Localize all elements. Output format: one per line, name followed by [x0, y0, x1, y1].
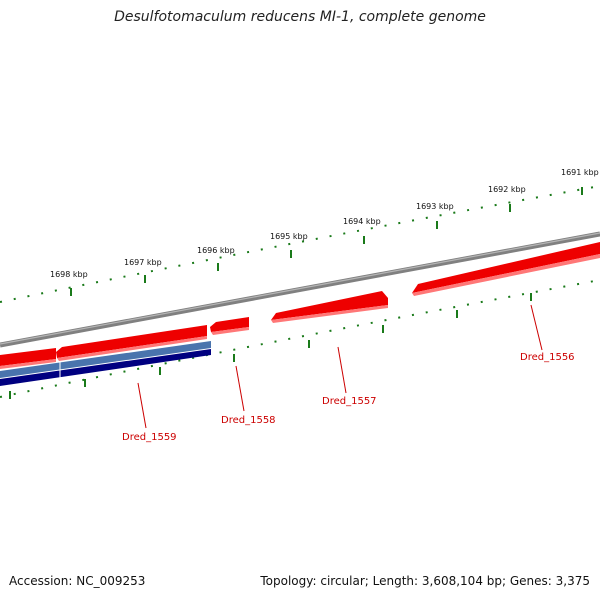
inner-tick-ring	[0, 279, 600, 398]
reverse-gene-band-dark	[0, 349, 211, 386]
forward-gene-dred-1557	[271, 291, 388, 323]
scale-label: 1698 kbp	[50, 270, 88, 279]
gene-label-dred-1559[interactable]: Dred_1559	[122, 432, 177, 443]
forward-gene-dred-1559	[56, 325, 207, 361]
reverse-gene-band-light	[0, 341, 211, 378]
forward-gene-dred-1558	[210, 317, 249, 335]
leader-line	[337, 346, 347, 394]
accession-label: Accession: NC_009253	[9, 574, 146, 588]
genome-summary: Topology: circular; Length: 3,608,104 bp…	[260, 574, 590, 588]
scale-label: 1696 kbp	[197, 246, 235, 255]
forward-gene-dred-1559-left	[0, 348, 56, 369]
leader-line	[235, 365, 245, 412]
scale-label: 1694 kbp	[343, 217, 381, 226]
leader-line	[137, 382, 147, 429]
scale-label: 1692 kbp	[488, 185, 526, 194]
map-title: Desulfotomaculum reducens MI-1, complete…	[114, 9, 486, 25]
scale-label: 1693 kbp	[416, 202, 454, 211]
genome-backbone	[0, 231, 600, 348]
outer-tick-ring	[0, 185, 600, 303]
scale-label: 1697 kbp	[124, 258, 162, 267]
scale-label: 1691 kbp	[561, 168, 599, 177]
backbone-highlight	[0, 232, 600, 345]
scale-label: 1695 kbp	[270, 232, 308, 241]
gene-label-dred-1558[interactable]: Dred_1558	[221, 415, 276, 426]
gene-label-dred-1556[interactable]: Dred_1556	[520, 352, 575, 363]
gene-label-dred-1557[interactable]: Dred_1557	[322, 396, 377, 407]
leader-line	[530, 304, 543, 351]
forward-gene-dred-1556	[412, 242, 600, 296]
